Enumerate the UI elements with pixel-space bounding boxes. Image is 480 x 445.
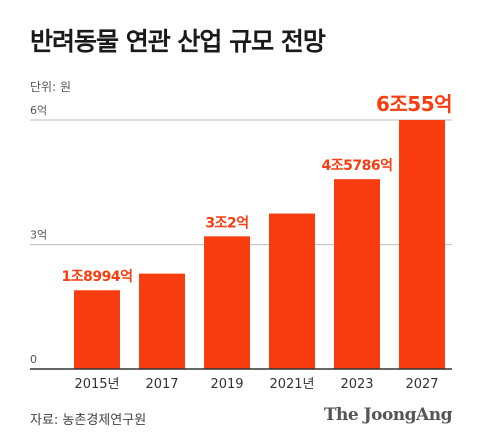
data-label: 4조5786억 [322, 158, 393, 174]
bar [139, 273, 185, 369]
data-label: 3조2억 [205, 215, 248, 231]
x-tick-label: 2017 [145, 377, 178, 392]
x-tick-label: 2027 [405, 377, 438, 392]
y-tick-label: 0 [30, 353, 37, 366]
data-label: 6조55억 [376, 92, 452, 116]
brand-logo: The JoongAng [323, 405, 453, 425]
source-label: 자료: 농촌경제연구원 [30, 413, 147, 428]
bar [269, 213, 315, 369]
y-tick-label: 6억 [30, 104, 47, 117]
bar [334, 179, 380, 369]
bar [74, 290, 120, 369]
chart-title: 반려동물 연관 산업 규모 전망 [30, 27, 326, 56]
x-tick-label: 2019 [210, 377, 243, 392]
unit-label: 단위: 원 [30, 80, 71, 94]
data-label: 1조8994억 [62, 269, 133, 285]
bar [399, 120, 445, 369]
x-tick-label: 2021년 [269, 377, 314, 392]
y-tick-label: 3억 [30, 229, 47, 242]
bar [204, 236, 250, 369]
x-tick-label: 2023 [340, 377, 373, 392]
x-tick-label: 2015년 [74, 377, 119, 392]
